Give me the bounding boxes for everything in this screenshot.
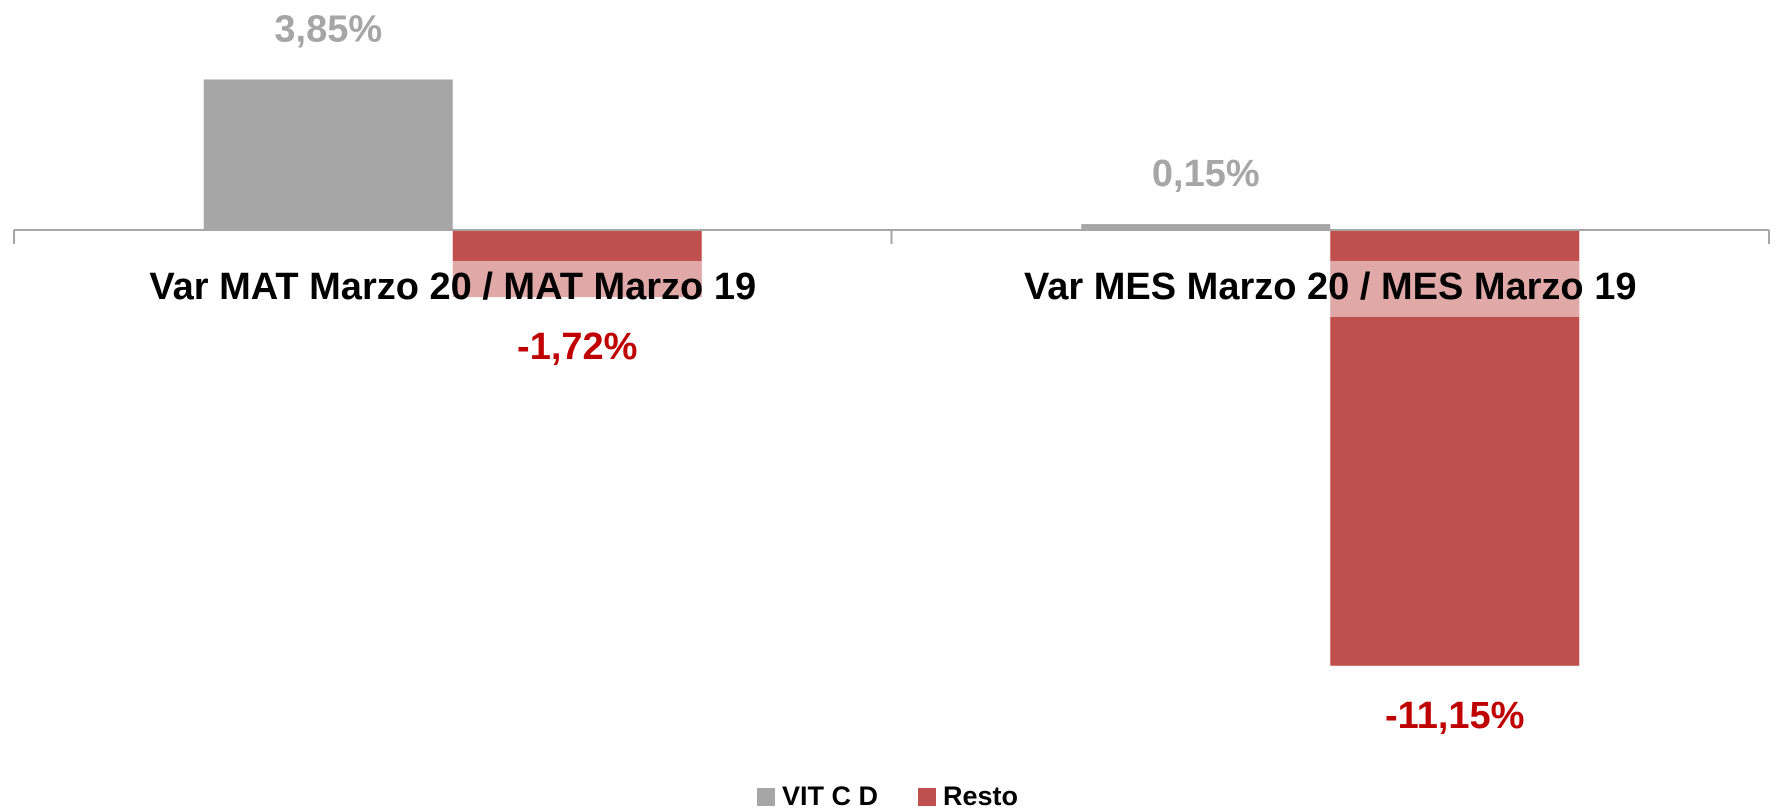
bar — [203, 79, 453, 230]
bar — [1081, 224, 1331, 230]
label-band — [1081, 260, 1580, 317]
legend-label: VIT C D — [782, 781, 878, 810]
legend-label: Resto — [943, 781, 1018, 810]
x-tick-label: Var MES Marzo 20 / MES Marzo 19 — [1024, 266, 1636, 308]
value-label: 0,15% — [1152, 153, 1260, 195]
value-label: 3,85% — [274, 8, 382, 50]
value-label: -11,15% — [1385, 695, 1524, 737]
legend-swatch — [918, 788, 937, 806]
label-band — [203, 260, 702, 317]
legend-swatch — [757, 788, 775, 806]
x-tick-label: Var MAT Marzo 20 / MAT Marzo 19 — [149, 266, 756, 308]
value-label: -1,72% — [517, 326, 637, 368]
